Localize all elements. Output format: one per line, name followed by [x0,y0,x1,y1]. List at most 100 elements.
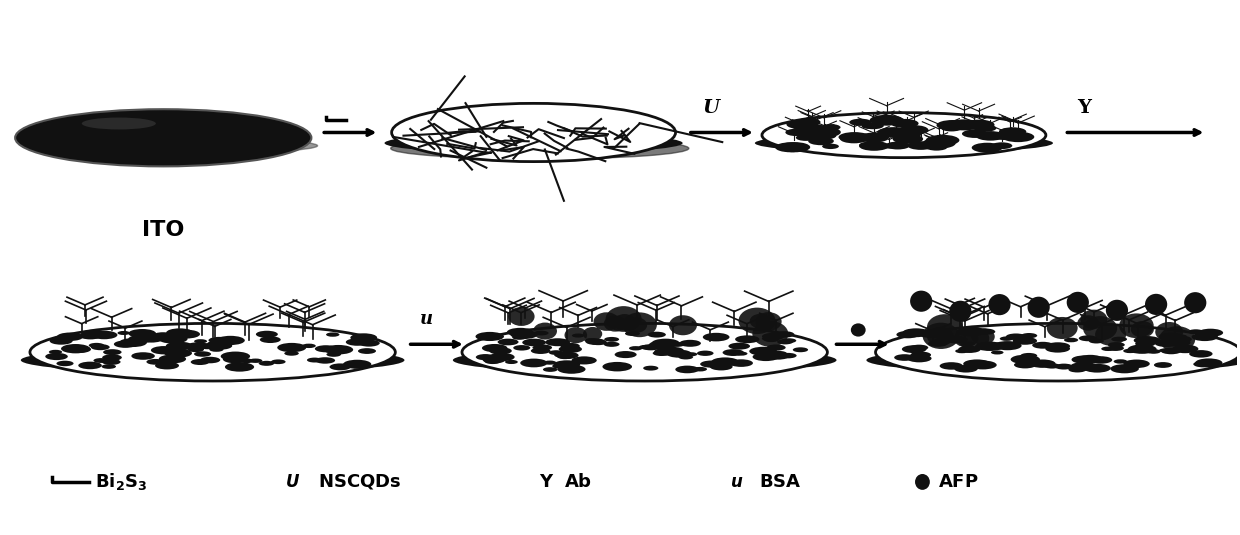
Ellipse shape [315,357,335,364]
Ellipse shape [859,141,889,151]
Ellipse shape [676,365,699,373]
Ellipse shape [1135,343,1149,348]
Ellipse shape [15,109,311,166]
Ellipse shape [153,332,174,339]
Ellipse shape [735,335,759,343]
Ellipse shape [118,331,130,335]
Ellipse shape [905,127,929,134]
Ellipse shape [766,353,790,360]
Ellipse shape [1164,338,1190,347]
Ellipse shape [769,351,787,357]
Text: Y: Y [539,473,553,491]
Ellipse shape [1021,333,1037,338]
Ellipse shape [926,135,960,146]
Ellipse shape [936,120,968,131]
Ellipse shape [797,126,815,131]
Ellipse shape [703,333,729,341]
Ellipse shape [475,332,503,341]
Ellipse shape [859,142,877,148]
Ellipse shape [505,360,518,364]
Ellipse shape [453,347,837,373]
Ellipse shape [187,342,210,349]
Ellipse shape [46,353,68,360]
Ellipse shape [968,361,997,370]
Ellipse shape [923,323,960,349]
Ellipse shape [1145,294,1167,315]
Ellipse shape [1079,355,1102,363]
Ellipse shape [79,332,102,339]
Ellipse shape [594,312,620,331]
Ellipse shape [1184,292,1207,314]
Ellipse shape [761,335,780,341]
Ellipse shape [604,337,619,342]
Ellipse shape [949,337,967,343]
Ellipse shape [239,358,254,363]
Ellipse shape [668,315,697,335]
Ellipse shape [925,143,947,151]
Ellipse shape [693,367,707,371]
Ellipse shape [583,327,603,341]
Ellipse shape [216,336,244,345]
Ellipse shape [546,338,570,346]
Text: $\mathbf{NSCQDs}$: $\mathbf{NSCQDs}$ [317,472,401,492]
Ellipse shape [962,120,994,130]
Text: U: U [703,98,720,117]
Ellipse shape [971,328,994,345]
Ellipse shape [1101,347,1115,351]
Ellipse shape [208,337,229,343]
Ellipse shape [1084,364,1111,372]
Ellipse shape [755,133,1053,153]
Ellipse shape [988,294,1011,315]
Ellipse shape [792,347,808,352]
Ellipse shape [531,348,551,354]
Ellipse shape [358,348,376,354]
Ellipse shape [1111,337,1127,342]
Ellipse shape [604,342,620,347]
Ellipse shape [753,321,789,347]
Ellipse shape [750,314,770,328]
Ellipse shape [30,324,396,381]
Ellipse shape [330,363,351,370]
Ellipse shape [999,127,1027,136]
Ellipse shape [1047,317,1078,339]
Ellipse shape [962,129,988,138]
Ellipse shape [1127,345,1157,354]
Ellipse shape [549,350,563,355]
Ellipse shape [1028,297,1050,318]
Ellipse shape [926,143,941,148]
Ellipse shape [166,342,193,350]
Ellipse shape [346,339,368,346]
Ellipse shape [128,335,154,343]
Ellipse shape [48,350,62,354]
Ellipse shape [615,351,636,358]
Ellipse shape [709,363,733,370]
Ellipse shape [21,137,317,154]
Ellipse shape [801,128,833,139]
Ellipse shape [1161,348,1182,354]
Ellipse shape [131,352,155,360]
Ellipse shape [210,347,223,352]
Ellipse shape [670,342,684,347]
Ellipse shape [224,362,254,372]
Ellipse shape [1198,328,1223,337]
Ellipse shape [533,331,548,335]
Ellipse shape [102,354,122,361]
Ellipse shape [1168,338,1180,342]
Ellipse shape [1154,339,1179,347]
Ellipse shape [785,128,808,136]
Ellipse shape [701,361,723,368]
Ellipse shape [838,132,870,142]
Ellipse shape [735,351,748,356]
Ellipse shape [1070,362,1097,371]
Ellipse shape [176,330,191,334]
Ellipse shape [391,138,689,159]
Ellipse shape [1158,333,1183,341]
Ellipse shape [1078,315,1099,331]
Ellipse shape [799,128,828,138]
Ellipse shape [155,362,179,370]
Text: $\mathbf{AFP}$: $\mathbf{AFP}$ [939,473,980,491]
Ellipse shape [187,347,205,352]
Ellipse shape [924,143,941,148]
Ellipse shape [68,346,91,353]
Ellipse shape [649,341,676,349]
